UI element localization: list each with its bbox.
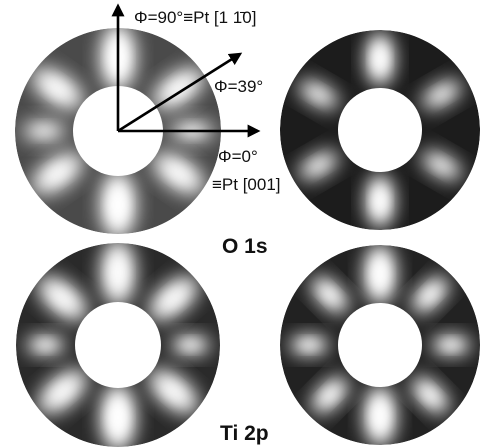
figure: Φ=90°≡Pt [1 1̄0] Φ=39° Φ=0° ≡Pt [001] O …	[0, 0, 480, 448]
label-phi90: Φ=90°≡Pt [1 1̄0]	[134, 8, 256, 27]
ring-pattern	[16, 239, 220, 448]
spot-core	[441, 340, 460, 351]
spot-core	[373, 46, 387, 72]
spot-core	[33, 125, 55, 138]
label-phi39: Φ=39°	[214, 77, 263, 96]
label-phi0-axis: ≡Pt [001]	[212, 175, 281, 194]
spot-core	[109, 257, 127, 289]
spot-core	[372, 260, 388, 289]
ring-pattern	[280, 30, 480, 230]
spot-core	[109, 402, 127, 434]
spot-core	[181, 340, 200, 351]
label-phi0: Φ=0°	[218, 147, 258, 166]
spot-core	[299, 340, 318, 351]
spot-core	[373, 188, 387, 214]
panel-label-ti2p: Ti 2p	[220, 422, 269, 445]
spot-core	[36, 340, 55, 351]
ring-pattern	[280, 243, 480, 446]
spot-core	[372, 402, 388, 431]
spot-core	[109, 189, 127, 221]
panel-label-o1s: O 1s	[222, 235, 268, 258]
